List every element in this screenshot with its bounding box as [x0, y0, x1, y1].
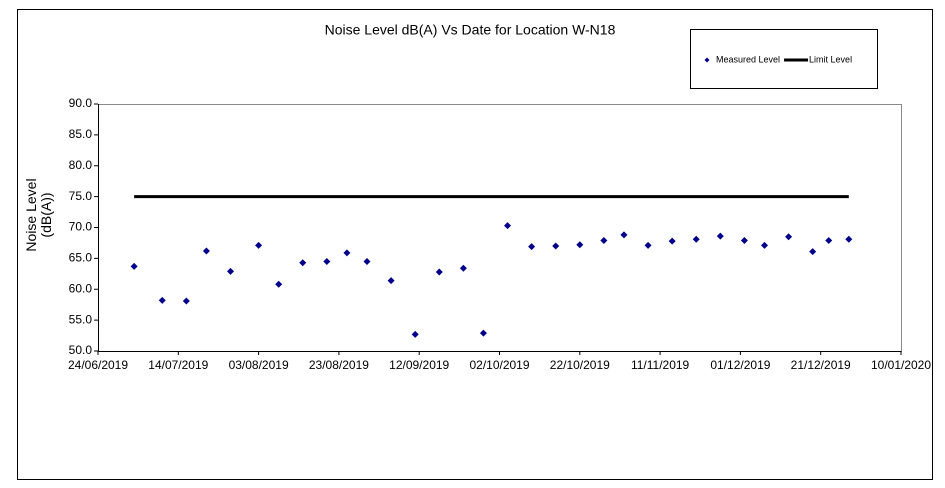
- x-tick-label: 10/01/2020: [871, 358, 931, 372]
- x-tick-label: 23/08/2019: [309, 358, 369, 372]
- data-point: [845, 235, 853, 243]
- data-point: [785, 233, 793, 241]
- data-point: [387, 277, 395, 285]
- data-point: [459, 264, 467, 272]
- x-tick-label: 03/08/2019: [229, 358, 289, 372]
- y-tick-label: 65.0: [69, 251, 93, 265]
- data-point: [716, 232, 724, 240]
- data-point: [528, 243, 536, 251]
- x-tick-label: 22/10/2019: [550, 358, 610, 372]
- y-axis-title: Noise Level (dB(A)): [23, 178, 54, 252]
- data-point: [182, 297, 190, 305]
- data-point: [740, 236, 748, 244]
- legend-label: Measured Level: [716, 54, 780, 64]
- data-point: [299, 259, 307, 267]
- x-tick-label: 14/07/2019: [148, 358, 208, 372]
- data-point: [435, 268, 443, 276]
- chart-title: Noise Level dB(A) Vs Date for Location W…: [325, 22, 616, 38]
- data-point: [825, 236, 833, 244]
- y-tick-label: 70.0: [69, 220, 93, 234]
- data-point: [668, 237, 676, 245]
- x-tick-label: 24/06/2019: [68, 358, 128, 372]
- data-point: [363, 257, 371, 265]
- legend-label: Limit Level: [809, 54, 852, 64]
- legend-box: [690, 29, 878, 89]
- y-tick-label: 60.0: [69, 281, 93, 295]
- data-point: [226, 267, 234, 275]
- legend-swatch: [704, 57, 710, 63]
- x-tick-label: 21/12/2019: [791, 358, 851, 372]
- x-tick-label: 01/12/2019: [710, 358, 770, 372]
- data-point: [158, 296, 166, 304]
- data-point: [275, 280, 283, 288]
- y-tick-label: 75.0: [69, 189, 93, 203]
- y-tick-label: 55.0: [69, 312, 93, 326]
- data-point: [809, 248, 817, 256]
- data-point: [552, 242, 560, 250]
- data-point: [760, 241, 768, 249]
- data-point: [692, 235, 700, 243]
- x-tick-label: 11/11/2019: [631, 358, 690, 372]
- data-point: [323, 257, 331, 265]
- data-point: [411, 330, 419, 338]
- data-point: [202, 247, 210, 255]
- data-point: [600, 236, 608, 244]
- data-point: [576, 241, 584, 249]
- data-point: [644, 241, 652, 249]
- y-tick-label: 90.0: [69, 96, 93, 110]
- data-point: [479, 329, 487, 337]
- data-point: [620, 231, 628, 239]
- x-tick-label: 02/10/2019: [469, 358, 529, 372]
- x-tick-label: 12/09/2019: [389, 358, 449, 372]
- data-point: [130, 262, 138, 270]
- data-point: [504, 222, 512, 230]
- y-tick-label: 80.0: [69, 158, 93, 172]
- data-point: [343, 249, 351, 257]
- y-tick-label: 50.0: [69, 343, 93, 357]
- y-tick-label: 85.0: [69, 127, 93, 141]
- data-point: [255, 241, 263, 249]
